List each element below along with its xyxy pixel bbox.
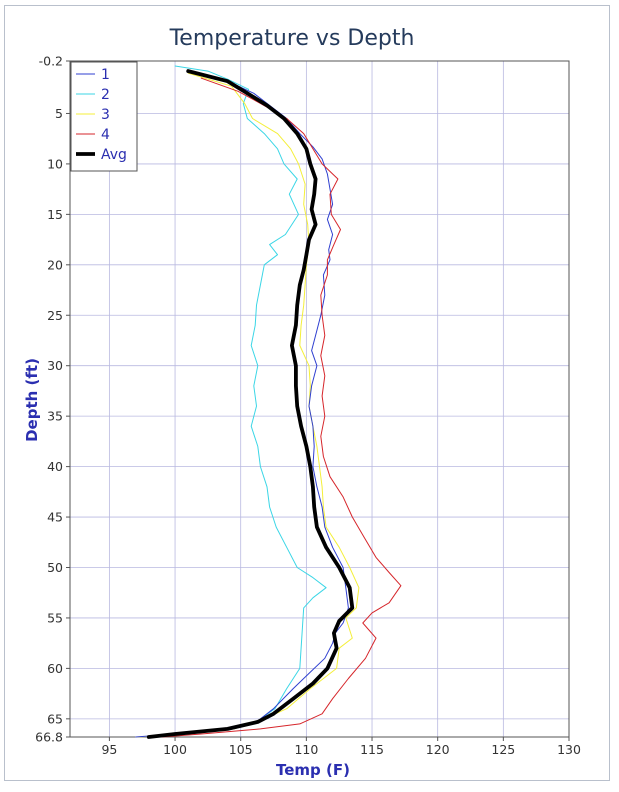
x-tick-label: 120 xyxy=(426,742,450,757)
grid xyxy=(70,61,570,737)
legend-label: 4 xyxy=(101,127,110,143)
x-tick-label: 95 xyxy=(101,742,117,757)
x-tick-label: 105 xyxy=(229,742,253,757)
y-tick-label: 10 xyxy=(47,156,63,171)
y-tick-label: 40 xyxy=(47,459,63,474)
y-tick-label: 15 xyxy=(47,207,63,222)
x-axis-title: Temp (F) xyxy=(276,761,350,779)
y-tick-label: 55 xyxy=(47,610,63,625)
legend-label: 1 xyxy=(101,67,110,83)
y-axis-title: Depth (ft) xyxy=(23,358,41,442)
x-tick-label: 100 xyxy=(163,742,187,757)
series-lines xyxy=(135,65,402,739)
x-tick-label: 130 xyxy=(557,742,581,757)
plot-area xyxy=(69,60,570,738)
y-tick-label: 5 xyxy=(55,106,63,121)
legend-label: 2 xyxy=(101,87,110,103)
series-line-2 xyxy=(148,65,327,738)
legend-label: 3 xyxy=(101,107,110,123)
series-line-3 xyxy=(135,72,360,738)
series-line-4 xyxy=(161,77,402,738)
y-tick-label: 50 xyxy=(47,560,63,575)
axis-ticks: 95 100 105 110 115 120 125 130-0.25101520253035… xyxy=(35,54,581,758)
x-tick-label: 115 xyxy=(360,742,384,757)
y-tick-label: -0.2 xyxy=(39,54,63,69)
y-tick-label: 45 xyxy=(47,510,63,525)
legend-label: Avg xyxy=(101,147,127,163)
y-tick-label: 60 xyxy=(47,661,63,676)
chart-title: Temperature vs Depth xyxy=(169,26,415,51)
y-tick-label: 20 xyxy=(47,257,63,272)
y-tick-label: 66.8 xyxy=(35,730,63,745)
x-tick-label: 125 xyxy=(491,742,515,757)
y-tick-label: 35 xyxy=(47,409,63,424)
series-line-avg xyxy=(146,69,355,739)
legend: 1 2 3 4 Avg xyxy=(70,61,138,172)
y-tick-label: 30 xyxy=(47,358,63,373)
x-tick-label: 110 xyxy=(294,742,318,757)
series-line-1 xyxy=(135,74,349,738)
y-tick-label: 65 xyxy=(47,711,63,726)
y-tick-label: 25 xyxy=(47,308,63,323)
